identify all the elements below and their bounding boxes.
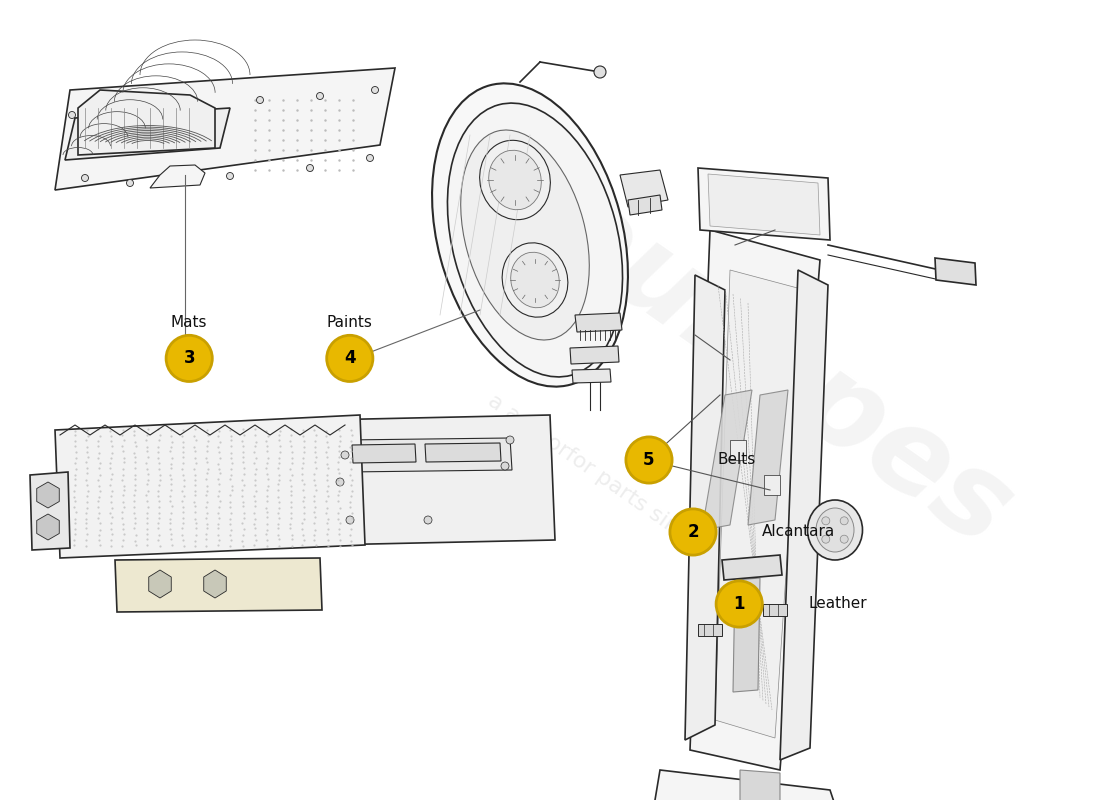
Polygon shape (748, 390, 788, 525)
Polygon shape (352, 444, 416, 463)
Text: Mats: Mats (170, 315, 208, 330)
Text: Alcantara: Alcantara (762, 525, 835, 539)
Polygon shape (730, 440, 746, 460)
Polygon shape (572, 369, 610, 383)
Polygon shape (722, 555, 782, 580)
Polygon shape (36, 482, 59, 508)
Ellipse shape (461, 130, 590, 340)
Text: a authorfor parts since 1983: a authorfor parts since 1983 (484, 390, 756, 590)
Circle shape (500, 462, 509, 470)
Ellipse shape (502, 243, 568, 317)
Circle shape (424, 516, 432, 524)
Polygon shape (575, 313, 622, 332)
Polygon shape (764, 475, 780, 495)
Text: 2: 2 (688, 523, 698, 541)
Polygon shape (733, 578, 760, 692)
Text: 1: 1 (734, 595, 745, 613)
Polygon shape (702, 390, 752, 530)
Circle shape (670, 509, 716, 555)
Polygon shape (690, 230, 820, 770)
Polygon shape (780, 270, 828, 760)
Text: Paints: Paints (327, 315, 373, 330)
Polygon shape (628, 195, 662, 215)
Ellipse shape (594, 66, 606, 78)
Polygon shape (715, 270, 805, 738)
Polygon shape (345, 438, 512, 472)
Polygon shape (708, 174, 820, 235)
Ellipse shape (840, 517, 848, 525)
Ellipse shape (822, 535, 829, 543)
Text: 5: 5 (644, 451, 654, 469)
Ellipse shape (488, 150, 541, 210)
Text: 3: 3 (184, 350, 195, 367)
Polygon shape (620, 170, 668, 207)
Polygon shape (78, 90, 214, 155)
Ellipse shape (510, 252, 559, 308)
Circle shape (126, 179, 133, 186)
Polygon shape (320, 415, 556, 545)
Polygon shape (740, 770, 780, 800)
Ellipse shape (822, 517, 829, 525)
Ellipse shape (807, 500, 862, 560)
Polygon shape (685, 275, 725, 740)
Circle shape (317, 93, 323, 99)
Circle shape (227, 173, 233, 179)
Ellipse shape (448, 103, 623, 377)
Polygon shape (204, 570, 227, 598)
Polygon shape (425, 443, 500, 462)
Circle shape (506, 436, 514, 444)
Circle shape (166, 335, 212, 382)
Circle shape (626, 437, 672, 483)
Text: Belts: Belts (718, 453, 756, 467)
Circle shape (336, 478, 344, 486)
Text: europes: europes (527, 169, 1033, 571)
Polygon shape (30, 472, 70, 550)
Circle shape (68, 111, 76, 118)
Polygon shape (698, 168, 830, 240)
Text: Leather: Leather (808, 597, 867, 611)
Polygon shape (65, 108, 230, 160)
Circle shape (372, 86, 378, 94)
Circle shape (256, 97, 264, 103)
Polygon shape (55, 415, 365, 558)
Polygon shape (148, 570, 172, 598)
Polygon shape (650, 770, 850, 800)
Polygon shape (570, 346, 619, 364)
Ellipse shape (432, 83, 628, 386)
Polygon shape (55, 68, 395, 190)
Polygon shape (36, 514, 59, 540)
Circle shape (307, 165, 314, 171)
Circle shape (366, 154, 374, 162)
Text: 4: 4 (344, 350, 355, 367)
Polygon shape (698, 624, 722, 636)
Circle shape (81, 174, 88, 182)
Circle shape (716, 581, 762, 627)
Circle shape (327, 335, 373, 382)
Polygon shape (935, 258, 976, 285)
Polygon shape (116, 558, 322, 612)
Ellipse shape (840, 535, 848, 543)
Ellipse shape (816, 508, 854, 552)
Polygon shape (763, 604, 786, 616)
Ellipse shape (480, 140, 550, 220)
Circle shape (341, 451, 349, 459)
Polygon shape (150, 165, 205, 188)
Circle shape (346, 516, 354, 524)
Circle shape (97, 102, 103, 110)
